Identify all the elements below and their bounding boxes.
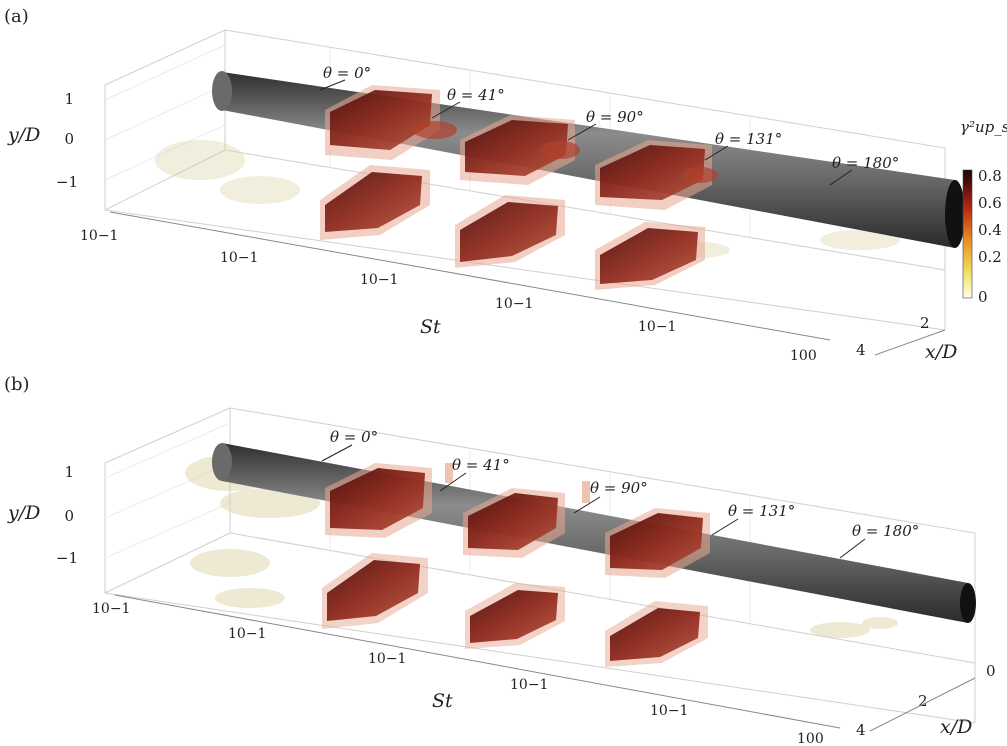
angle-label-90: θ = 90°: [586, 108, 644, 126]
st-tick: 10−1: [495, 296, 533, 312]
x-tick: 2: [920, 314, 930, 332]
angle-label-0: θ = 0°: [330, 428, 378, 446]
angle-annotations: θ = 0° θ = 41° θ = 90° θ = 131° θ = 180°: [319, 64, 899, 186]
y-axis-label: y/D: [7, 502, 40, 524]
st-tick: 100: [797, 731, 824, 746]
st-axis-label: St: [432, 690, 453, 712]
x-tick: 4: [856, 341, 866, 359]
angle-label-131: θ = 131°: [728, 502, 795, 520]
y-tick: −1: [56, 173, 78, 191]
correlation-structures: [320, 85, 718, 290]
st-axis: 10−1 10−1 10−1 10−1 10−1 100 St: [92, 594, 841, 746]
st-axis: 10−1 10−1 10−1 10−1 10−1 100 St: [80, 211, 831, 364]
x-axis-label: x/D: [940, 716, 972, 738]
angle-annotations: θ = 0° θ = 41° θ = 90° θ = 131° θ = 180°: [321, 428, 919, 559]
y-tick: 1: [64, 463, 74, 481]
st-tick: 10−1: [368, 651, 406, 667]
blob-group-90deg: [463, 481, 590, 649]
x-tick: 4: [856, 721, 866, 739]
panel-b-figure: θ = 0° θ = 41° θ = 90° θ = 131° θ = 180°…: [4, 374, 996, 746]
blob-group-90deg: [455, 115, 580, 268]
correlation-structures: [322, 463, 710, 667]
y-axis-label: y/D: [7, 124, 40, 146]
y-tick: 0: [64, 130, 74, 148]
colorbar-tick: 0.2: [978, 248, 1002, 266]
panel-a: θ = 0° θ = 41° θ = 90° θ = 131° θ = 180°…: [4, 6, 1007, 364]
blob-group-0deg: [322, 463, 453, 629]
angle-label-0: θ = 0°: [323, 64, 371, 82]
st-tick: 10−1: [92, 601, 130, 617]
panel-a-figure: θ = 0° θ = 41° θ = 90° θ = 131° θ = 180°…: [4, 6, 1007, 364]
blob-group-0deg: [320, 85, 440, 240]
panel-b: θ = 0° θ = 41° θ = 90° θ = 131° θ = 180°…: [0, 373, 1007, 746]
st-tick: 100: [790, 348, 817, 364]
y-tick: −1: [56, 549, 78, 567]
x-tick: 2: [918, 692, 928, 710]
y-axis: (b) y/D 1 0 −1: [4, 374, 78, 567]
y-tick: 0: [64, 507, 74, 525]
x-axis: 0 2 4 x/D: [856, 662, 996, 739]
colorbar-tick: 0.6: [978, 194, 1002, 212]
angle-label-90: θ = 90°: [590, 479, 648, 497]
st-tick: 10−1: [638, 319, 676, 335]
y-tick: 1: [64, 90, 74, 108]
x-axis: 2 4 x/D: [856, 314, 957, 363]
st-tick: 10−1: [80, 228, 118, 244]
colorbar-label: γ²up_s: [960, 118, 1007, 136]
st-tick: 10−1: [360, 272, 398, 288]
angle-label-41: θ = 41°: [447, 86, 505, 104]
colorbar: γ²up_s 0.8 0.6 0.4 0.2 0: [960, 118, 1007, 306]
colorbar-tick: 0.8: [978, 167, 1002, 185]
x-axis-label: x/D: [925, 341, 957, 363]
x-tick: 0: [986, 662, 996, 680]
angle-label-180: θ = 180°: [852, 522, 919, 540]
st-axis-label: St: [420, 316, 441, 338]
st-tick: 10−1: [510, 677, 548, 693]
y-axis: (a) y/D 1 0 −1: [4, 6, 78, 191]
st-tick: 10−1: [228, 626, 266, 642]
angle-label-131: θ = 131°: [715, 130, 782, 148]
panel-label: (b): [4, 374, 30, 395]
colorbar-tick: 0.4: [978, 221, 1002, 239]
st-tick: 10−1: [220, 250, 258, 266]
blob-group-131deg: [595, 140, 718, 290]
panel-label: (a): [4, 6, 29, 27]
blob-group-41deg: [413, 121, 457, 139]
colorbar-tick: 0: [978, 288, 988, 306]
blob-group-131deg: [605, 508, 710, 667]
st-tick: 10−1: [650, 703, 688, 719]
angle-label-180: θ = 180°: [832, 154, 899, 172]
angle-label-41: θ = 41°: [452, 456, 510, 474]
